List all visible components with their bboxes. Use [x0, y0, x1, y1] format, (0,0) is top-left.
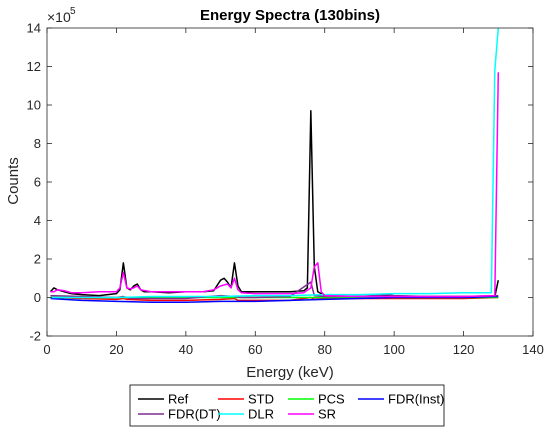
legend-item: FDR(Inst) [358, 392, 444, 407]
legend-label: STD [248, 392, 274, 407]
y-tick-label: 4 [34, 213, 41, 228]
legend-item: PCS [288, 392, 345, 407]
legend-label: SR [318, 407, 336, 422]
legend-label: Ref [168, 392, 189, 407]
legend-label: FDR(Inst) [388, 392, 444, 407]
y-exponent-power: 5 [70, 6, 76, 17]
x-tick-label: 120 [453, 342, 475, 357]
y-axis-label: Counts [5, 157, 22, 205]
y-tick-label: 0 [34, 290, 41, 305]
legend-box [129, 384, 445, 427]
series-layer [49, 28, 500, 304]
y-exponent-base: ×10 [47, 9, 71, 25]
series-line-fdr-inst [50, 295, 499, 304]
series-line-std [50, 296, 499, 302]
legend-item: FDR(DT) [138, 407, 221, 422]
legend: Ref STD PCS FDR(Inst) FDR(DT) DLR SR [129, 384, 445, 427]
x-tick-label: 140 [522, 342, 544, 357]
y-tick-label: 14 [27, 21, 41, 36]
legend-item: DLR [218, 407, 274, 422]
x-axis-label: Energy (keV) [246, 364, 334, 381]
y-tick-label: 12 [27, 59, 41, 74]
y-tick-label: 6 [34, 175, 41, 190]
legend-item: SR [288, 407, 336, 422]
x-tick-label: 20 [109, 342, 123, 357]
series-line-sr [50, 72, 500, 298]
x-tick-label: 100 [383, 342, 405, 357]
legend-label: PCS [318, 392, 345, 407]
legend-item: Ref [138, 392, 189, 407]
x-tick-label: 40 [179, 342, 193, 357]
series-line-dlr [50, 28, 500, 299]
chart-title: Energy Spectra (130bins) [200, 7, 380, 24]
x-tick-label: 60 [248, 342, 262, 357]
legend-item: STD [218, 392, 274, 407]
x-tick-label: 80 [317, 342, 331, 357]
y-tick-label: 2 [34, 252, 41, 267]
legend-label: DLR [248, 407, 274, 422]
y-tick-label: 10 [27, 98, 41, 113]
legend-items: Ref STD PCS FDR(Inst) FDR(DT) DLR SR [138, 392, 444, 422]
y-tick-label: -2 [29, 329, 41, 344]
x-tick-label: 0 [43, 342, 50, 357]
legend-label: FDR(DT) [168, 407, 221, 422]
y-tick-label: 8 [34, 136, 41, 151]
y-axis-exponent-label: ×10 5 [47, 6, 76, 25]
